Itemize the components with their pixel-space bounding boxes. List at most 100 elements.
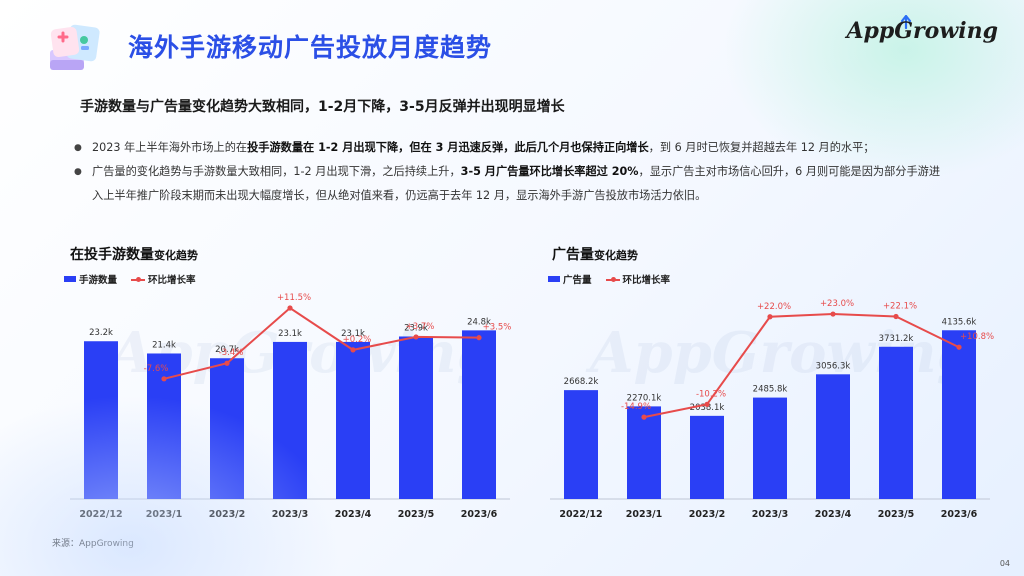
growth-point [704, 401, 710, 407]
bar-label: 3056.3k [816, 361, 851, 371]
bar-label: 24.8k [467, 317, 491, 327]
growth-point [350, 347, 356, 353]
bullet-text: 广告量的变化趋势与手游数量大致相同，1-2 月出现下滑，之后持续上升， [92, 165, 461, 178]
x-tick-label: 2023/2 [689, 509, 726, 520]
bar-label: 4135.6k [942, 317, 977, 327]
page-number: 04 [999, 559, 1010, 568]
legend-item-bar: 广告量 [548, 272, 592, 286]
growth-point [413, 334, 419, 340]
x-tick-label: 2023/3 [752, 509, 789, 520]
growth-point [956, 344, 962, 350]
bullet-item: 广告量的变化趋势与手游数量大致相同，1-2 月出现下滑，之后持续上升，3-5 月… [70, 160, 950, 208]
legend-bar-label: 手游数量 [79, 275, 118, 286]
x-tick-label: 2023/1 [626, 509, 663, 520]
legend-item-line: 环比增长率 [131, 272, 196, 286]
bar-label: 23.9k [404, 323, 428, 333]
x-tick-label: 2022/12 [559, 509, 602, 520]
bar [690, 415, 724, 499]
chart-title-main: 在投手游数量 [70, 247, 154, 263]
legend-bar-swatch [64, 276, 76, 282]
bar-label: 20.7k [215, 345, 239, 355]
x-tick-label: 2023/6 [941, 509, 978, 520]
chart-ads: 2668.2k 2022/12 2270.1k 2023/1 2038.1k 2023/2… [550, 299, 994, 520]
bar-label: 23.1k [341, 329, 365, 339]
growth-point [476, 335, 482, 341]
x-tick-label: 2023/2 [209, 509, 246, 520]
x-tick-label: 2023/4 [335, 509, 372, 520]
x-tick-label: 2023/6 [461, 509, 498, 520]
growth-point [830, 311, 836, 317]
legend-line-swatch [131, 275, 146, 283]
bar-label: 23.2k [89, 328, 113, 338]
bullet-text: 2023 年上半年海外市场上的在 [92, 141, 248, 154]
growth-label: -14.9% [621, 402, 651, 412]
bar [753, 397, 787, 499]
bullet-text: ，到 6 月时已恢复并超越去年 12 月的水平； [648, 141, 875, 154]
bar [336, 341, 370, 499]
bullet-list: 2023 年上半年海外市场上的在投手游数量在 1-2 月出现下降，但在 3 月迅… [70, 136, 950, 208]
growth-label: +3.5% [483, 323, 512, 333]
bar [399, 336, 433, 499]
bar-label: 3731.2k [879, 334, 914, 344]
chart-games: 23.2k 2022/12 21.4k 2023/1 20.7k 2023/2 23.1k 2… [70, 293, 512, 520]
growth-point [287, 305, 293, 311]
legend-games: 手游数量 环比增长率 [64, 272, 204, 286]
growth-label: +10.8% [960, 332, 994, 342]
x-tick-label: 2023/5 [398, 509, 435, 520]
legend-item-line: 环比增长率 [605, 272, 670, 286]
chart-title-small: 变化趋势 [594, 249, 638, 262]
growth-line [163, 306, 480, 380]
section-subtitle: 手游数量与广告量变化趋势大致相同，1-2月下降，3-5月反弹并出现明显增长 [80, 99, 565, 115]
legend-bar-label: 广告量 [563, 275, 592, 286]
bar-label: 2485.8k [753, 385, 788, 395]
x-tick-label: 2023/5 [878, 509, 915, 520]
bullet-bold-text: 3-5 月广告量环比增长率超过 20% [460, 165, 639, 178]
growth-label: +3.7% [406, 322, 435, 332]
legend-item-bar: 手游数量 [64, 272, 117, 286]
bar [273, 341, 307, 499]
bar [84, 341, 118, 499]
growth-label: +23.0% [820, 299, 854, 309]
growth-point [767, 314, 773, 320]
growth-point [224, 360, 230, 366]
chart-title-ads: 广告量变化趋势 [552, 244, 638, 264]
bar-label: 2270.1k [627, 393, 662, 403]
bar [816, 374, 850, 499]
bar [564, 390, 598, 499]
growth-point [641, 414, 647, 420]
bar [627, 406, 661, 499]
bar [879, 346, 913, 499]
bullet-item: 2023 年上半年海外市场上的在投手游数量在 1-2 月出现下降，但在 3 月迅… [70, 136, 950, 160]
bar-label: 23.1k [278, 329, 302, 339]
page-title: 海外手游移动广告投放月度趋势 [128, 33, 493, 62]
bar [942, 330, 976, 499]
bar-label: 2668.2k [564, 377, 599, 387]
brand-arrow-icon [900, 15, 912, 29]
growth-label: -3.4% [219, 348, 244, 358]
bar [210, 358, 244, 499]
growth-label: -10.2% [696, 389, 726, 399]
x-tick-label: 2023/4 [815, 509, 852, 520]
legend-line-label: 环比增长率 [148, 275, 196, 286]
chart-title-games: 在投手游数量变化趋势 [70, 244, 198, 264]
bar-label: 21.4k [152, 340, 176, 350]
game-books-icon [50, 24, 100, 70]
legend-line-swatch [605, 275, 620, 283]
bullet-text: ，显示广告主对市场信心回升，6 月则可能是因为部分手游进入上半年推广阶段末期而未… [92, 165, 941, 202]
growth-point [161, 376, 167, 382]
legend-ads: 广告量 环比增长率 [548, 272, 678, 286]
growth-label: +0.2% [343, 335, 372, 345]
growth-label: -7.6% [144, 364, 169, 374]
x-tick-label: 2023/1 [146, 509, 183, 520]
brand-logo: AppGrowing [846, 18, 998, 44]
x-tick-label: 2022/12 [79, 509, 122, 520]
x-tick-label: 2023/3 [272, 509, 309, 520]
chart-title-small: 变化趋势 [154, 249, 198, 262]
growth-label: +22.0% [757, 302, 791, 312]
source-note: 来源：AppGrowing [52, 539, 134, 549]
growth-label: +22.1% [883, 301, 917, 311]
bar [462, 330, 496, 499]
chart-title-main: 广告量 [552, 247, 594, 263]
growth-line [643, 313, 960, 419]
